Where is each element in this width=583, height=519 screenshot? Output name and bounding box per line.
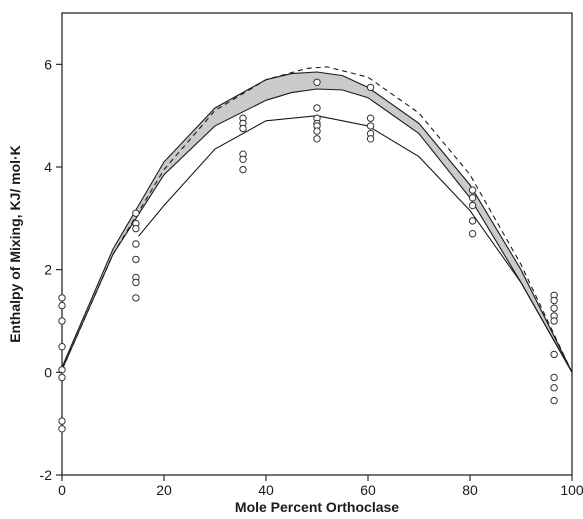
data-point (550, 317, 558, 325)
data-point (550, 384, 558, 392)
data-point (58, 294, 66, 302)
data-point (58, 317, 66, 325)
data-point (468, 186, 477, 194)
y-tick-label: 0 (44, 364, 52, 380)
y-tick-label: -2 (40, 467, 53, 483)
x-tick-label: 0 (58, 482, 66, 498)
curve-layer (61, 66, 573, 373)
data-point-layer (58, 78, 558, 433)
data-point (468, 230, 477, 238)
data-point (468, 194, 477, 202)
data-point (132, 240, 140, 248)
data-point (239, 124, 247, 133)
x-tick-label: 60 (360, 482, 376, 498)
data-point (550, 304, 558, 312)
y-tick-label: 2 (44, 262, 52, 278)
plot-frame (61, 12, 573, 476)
lower-solid-curve (138, 115, 573, 373)
data-point (366, 135, 375, 143)
data-point (468, 201, 477, 210)
band-upper-curve (61, 71, 573, 373)
data-point (313, 104, 321, 112)
data-point (366, 83, 375, 92)
data-point (313, 135, 321, 143)
y-tick-label: 4 (44, 159, 52, 175)
data-point (313, 127, 321, 135)
y-tick-label: 6 (44, 56, 52, 72)
data-point (366, 122, 375, 130)
data-point (239, 165, 247, 174)
data-point (550, 350, 558, 359)
x-tick-label: 80 (462, 482, 478, 498)
data-point (132, 209, 140, 217)
data-point (239, 155, 247, 164)
data-point (468, 217, 477, 225)
data-point (132, 294, 140, 302)
data-point (313, 78, 321, 87)
data-point (550, 296, 558, 305)
data-point (366, 114, 375, 122)
data-point (132, 255, 140, 264)
data-point (550, 373, 558, 382)
data-point (132, 224, 140, 233)
x-tick-label: 40 (258, 482, 274, 498)
data-point (58, 373, 66, 382)
x-axis-label: Mole Percent Orthoclase (235, 499, 399, 515)
dashed-curve (61, 66, 573, 373)
data-point (132, 278, 140, 287)
enthalpy-shaded-band (62, 72, 572, 373)
x-tick-label: 20 (156, 482, 172, 498)
data-point (58, 425, 66, 433)
tick-layer: 0 20 40 60 80 100 -2 0 2 4 6 (40, 56, 583, 498)
y-axis-label: Enthalpy of Mixing, KJ/ mol·K (7, 145, 23, 343)
data-point (58, 343, 66, 351)
data-point (550, 396, 558, 405)
data-point (58, 366, 66, 374)
data-point (58, 301, 66, 310)
data-point (58, 417, 66, 425)
x-tick-label: 100 (560, 482, 583, 498)
